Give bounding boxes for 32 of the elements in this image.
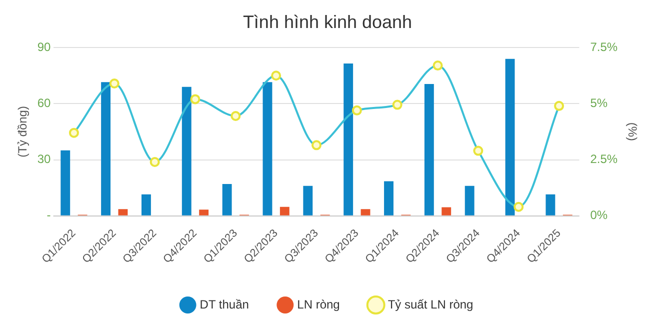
y-tick-label: 30: [37, 152, 52, 166]
y2-axis-title: (%): [625, 122, 640, 142]
bar: [303, 186, 313, 216]
bar: [360, 209, 370, 216]
y2-tick-label: 2.5%: [590, 152, 618, 166]
y-tick-label: 90: [37, 40, 52, 54]
bar: [280, 206, 290, 216]
y2-tick-label: 7.5%: [590, 40, 618, 54]
chart-title: Tình hình kinh doanh: [242, 12, 412, 32]
bar: [182, 86, 192, 216]
bar: [344, 63, 354, 216]
bar: [118, 209, 128, 216]
bar: [424, 84, 434, 216]
bar: [101, 82, 111, 216]
bar: [546, 194, 556, 216]
y2-tick-label: 0%: [590, 208, 608, 222]
bar: [141, 194, 151, 216]
bar: [442, 207, 452, 216]
bar: [222, 184, 232, 216]
y-tick-label: -: [46, 208, 51, 222]
legend-label: Tỷ suất LN ròng: [388, 297, 474, 312]
bar: [199, 210, 209, 216]
y2-tick-label: 5%: [590, 96, 608, 110]
legend-label: DT thuần: [200, 297, 249, 312]
bar: [384, 181, 394, 216]
y-axis-title: (Tỷ đồng): [16, 106, 30, 158]
bar: [464, 186, 474, 216]
bar: [505, 58, 515, 216]
legend-label: LN ròng: [297, 297, 340, 312]
y-tick-label: 60: [37, 96, 52, 110]
bar: [262, 82, 272, 216]
bar: [60, 150, 70, 216]
